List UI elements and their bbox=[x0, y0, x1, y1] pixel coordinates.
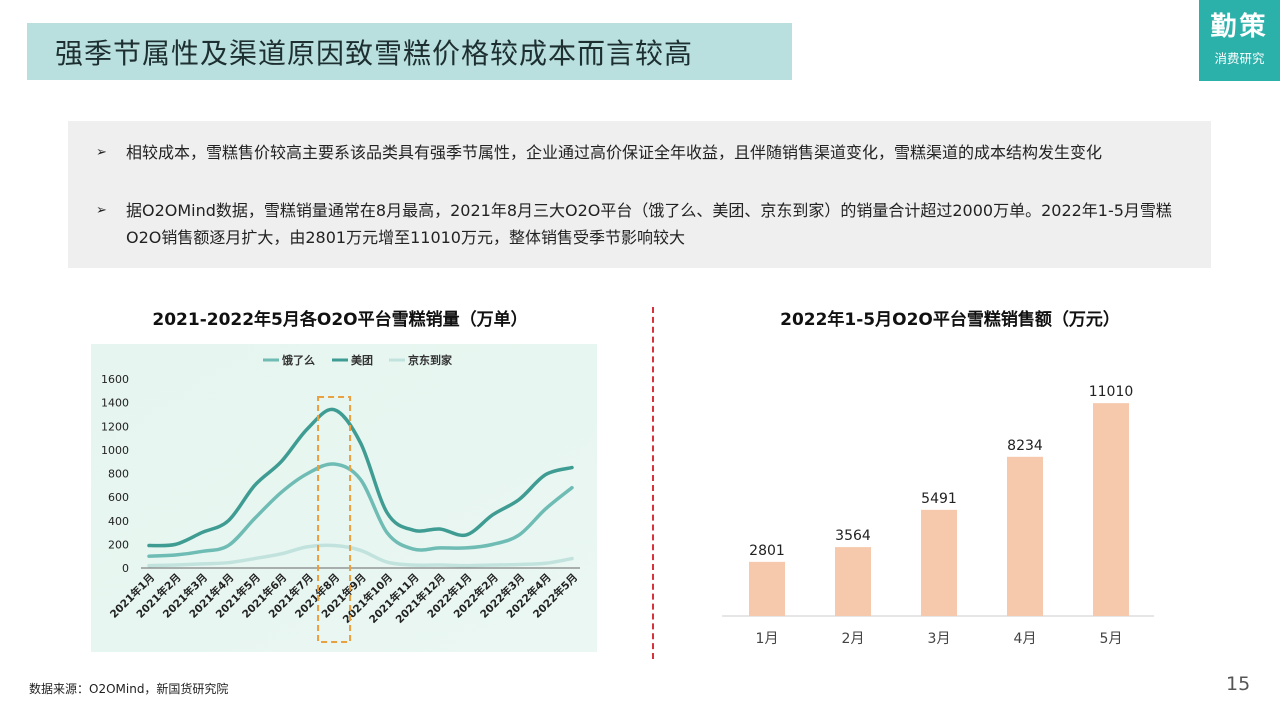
line-chart-background bbox=[91, 344, 597, 652]
bullet-arrow-icon: ➢ bbox=[96, 203, 107, 218]
series-line-1 bbox=[147, 407, 574, 548]
x-tick-label: 1月 bbox=[756, 631, 779, 647]
x-tick-label: 2月 bbox=[842, 631, 865, 647]
legend-label: 京东到家 bbox=[408, 353, 453, 367]
bullet-text: 据O2OMind数据，雪糕销量通常在8月最高，2021年8月三大O2O平台（饿了… bbox=[126, 201, 1172, 247]
chart-divider bbox=[652, 307, 654, 659]
bar-value-label: 3564 bbox=[835, 528, 871, 544]
source-note: 数据来源：O2OMind，新国货研究院 bbox=[29, 682, 229, 696]
y-tick-label: 1600 bbox=[101, 373, 129, 386]
y-tick-label: 200 bbox=[108, 538, 129, 551]
bar-value-label: 8234 bbox=[1007, 438, 1043, 454]
bullet-text: 相较成本，雪糕售价较高主要系该品类具有强季节属性，企业通过高价保证全年收益，且伴… bbox=[126, 143, 1103, 162]
highlight-box bbox=[317, 396, 352, 643]
bar bbox=[921, 509, 957, 616]
bar-chart-bars: 2801 1月 3564 2月 5491 3月 8234 4月 11010 5月 bbox=[722, 384, 1154, 647]
line-chart-title: 2021-2022年5月各O2O平台雪糕销量（万单） bbox=[152, 310, 528, 330]
logo-sub-text: 消费研究 bbox=[1214, 51, 1265, 66]
bar bbox=[835, 547, 871, 616]
line-chart-highlight bbox=[317, 396, 352, 643]
brand-logo: 勤策 消费研究 bbox=[1199, 0, 1280, 81]
series-line-0 bbox=[147, 462, 574, 558]
x-tick-label: 4月 bbox=[1014, 631, 1037, 647]
bar-value-label: 2801 bbox=[749, 543, 785, 559]
bar-value-label: 5491 bbox=[921, 491, 957, 507]
bar bbox=[1007, 456, 1043, 616]
line-chart: 饿了么 美团 京东到家 020040060080010001200140016002… bbox=[91, 344, 597, 652]
legend-label: 饿了么 bbox=[281, 353, 315, 367]
bar-value-label: 11010 bbox=[1089, 384, 1134, 400]
y-tick-label: 1400 bbox=[101, 397, 129, 410]
page-number: 15 bbox=[1226, 673, 1251, 695]
bar-chart-title: 2022年1-5月O2O平台雪糕销售额（万元） bbox=[780, 310, 1120, 330]
y-tick-label: 1000 bbox=[101, 444, 129, 457]
bar bbox=[1093, 403, 1129, 616]
y-tick-label: 1200 bbox=[101, 420, 129, 433]
summary-box: ➢ 相较成本，雪糕售价较高主要系该品类具有强季节属性，企业通过高价保证全年收益，… bbox=[68, 121, 1211, 268]
legend-label: 美团 bbox=[351, 353, 373, 367]
bullet-arrow-icon: ➢ bbox=[96, 145, 107, 160]
y-tick-label: 600 bbox=[108, 491, 129, 504]
title-bar: 强季节属性及渠道原因致雪糕价格较成本而言较高 bbox=[27, 23, 792, 80]
series-line-2 bbox=[147, 543, 574, 568]
y-tick-label: 800 bbox=[108, 468, 129, 481]
x-tick-label: 5月 bbox=[1100, 631, 1123, 647]
y-tick-label: 0 bbox=[122, 562, 129, 575]
bar bbox=[749, 561, 785, 616]
x-tick-label: 3月 bbox=[928, 631, 951, 647]
y-tick-label: 400 bbox=[108, 515, 129, 528]
logo-main-text: 勤策 bbox=[1210, 12, 1269, 42]
page-title: 强季节属性及渠道原因致雪糕价格较成本而言较高 bbox=[55, 36, 694, 70]
line-chart-series bbox=[147, 407, 574, 568]
line-chart-legend: 饿了么 美团 京东到家 bbox=[263, 353, 453, 367]
bar-chart: 2801 1月 3564 2月 5491 3月 8234 4月 11010 5月 bbox=[722, 384, 1154, 647]
